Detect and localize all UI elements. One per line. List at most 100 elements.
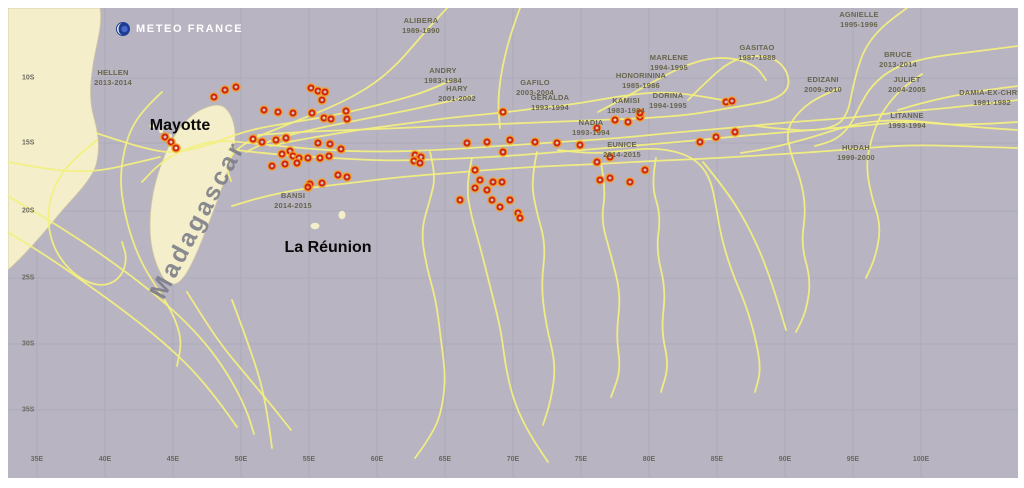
latitude-tick-label: 10S (22, 74, 35, 82)
cyclone-track (557, 147, 761, 393)
latitude-tick-label: 20S (22, 207, 35, 215)
storm-position-marker (499, 108, 507, 116)
storm-position-marker (326, 140, 334, 148)
cyclone-label-gasitao: GASITAO 1987-1988 (738, 43, 776, 63)
meteo-france-logo-text: METEO FRANCE (136, 23, 244, 35)
cyclone-label-bruce: BRUCE 2013-2014 (879, 50, 917, 70)
cyclone-years: 2001-2002 (438, 93, 476, 103)
storm-position-marker (307, 84, 315, 92)
longitude-tick-label: 90E (778, 456, 792, 463)
cyclone-name: HARY (446, 84, 468, 93)
storm-position-marker (258, 138, 266, 146)
storm-position-marker (506, 196, 514, 204)
cyclone-track (600, 162, 621, 398)
cyclone-label-bansi: BANSI 2014-2015 (274, 191, 312, 211)
storm-position-marker (731, 128, 739, 136)
cyclone-track (269, 91, 723, 147)
storm-position-marker (337, 145, 345, 153)
longitude-tick-label: 50E (234, 456, 248, 463)
storm-position-marker (553, 139, 561, 147)
storm-position-marker (624, 118, 632, 126)
storm-position-marker (641, 166, 649, 174)
cyclone-track (186, 291, 292, 431)
mayotte-label: Mayotte (149, 117, 211, 134)
cyclone-years: 1981-1982 (973, 97, 1011, 107)
storm-position-marker (488, 196, 496, 204)
cyclone-track (740, 119, 1018, 154)
cyclone-label-damia-ex-chris: DAMIA-EX-CHRIS1981-1982 (959, 88, 1018, 108)
storm-position-marker (496, 203, 504, 211)
storm-position-marker (268, 162, 276, 170)
cyclone-years: 1983-1984 (607, 105, 645, 115)
cyclone-track-map: HELLEN 2013-2014 ALIBERA 1989-1990 ANDRY 1983… (8, 8, 1018, 478)
cyclone-name: EUNICE (607, 140, 637, 149)
storm-position-marker (308, 109, 316, 117)
cyclone-years: 1985-1986 (622, 80, 660, 90)
mauritius-island (338, 210, 346, 220)
storm-position-marker (463, 139, 471, 147)
storm-position-marker (289, 109, 297, 117)
cyclone-years: 1999-2000 (837, 152, 875, 162)
storm-position-marker (343, 115, 351, 123)
meteo-france-logo-icon (116, 22, 130, 36)
storm-position-marker (611, 116, 619, 124)
cyclone-name: NADIA (578, 118, 604, 127)
cyclone-track (231, 144, 1018, 207)
storm-position-marker (712, 133, 720, 141)
cyclone-label-kamisi: KAMISI 1983-1984 (607, 96, 645, 116)
cyclone-name: MARLENE (649, 53, 689, 62)
latitude-tick-label: 25S (22, 274, 35, 282)
cyclone-label-honorinina: HONORININA 1985-1986 (616, 71, 666, 91)
cyclone-name: DORINA (652, 91, 684, 100)
storm-position-marker (476, 176, 484, 184)
cyclone-years: 1993-1994 (531, 102, 569, 112)
storm-position-marker (210, 93, 218, 101)
comoros-islet (159, 129, 163, 133)
madagascar-island (149, 104, 236, 285)
cyclone-track (466, 157, 549, 463)
storm-position-marker (327, 115, 335, 123)
cyclone-track (786, 87, 841, 333)
longitude-tick-label: 60E (370, 456, 384, 463)
cyclone-label-agnielle: AGNIELLE 1995-1996 (839, 10, 879, 30)
cyclone-name: BANSI (280, 191, 306, 200)
longitude-tick-label: 45E (166, 456, 180, 463)
storm-position-marker (593, 158, 601, 166)
storm-position-marker (304, 183, 312, 191)
storm-position-marker (626, 178, 634, 186)
cyclone-name: HONORININA (615, 71, 667, 80)
storm-position-marker (249, 135, 257, 143)
cyclone-track (120, 91, 182, 367)
storm-position-marker (221, 86, 229, 94)
cyclone-name: JULIET (893, 75, 921, 84)
cyclone-track (497, 8, 521, 129)
storm-position-marker (342, 107, 350, 115)
storm-position-marker (304, 154, 312, 162)
cyclone-track (227, 121, 1018, 162)
la-reunion-label: La Réunion (284, 239, 372, 256)
cyclone-track (8, 195, 255, 435)
storm-position-marker (343, 173, 351, 181)
storm-position-marker (483, 138, 491, 146)
storm-position-marker (282, 134, 290, 142)
cyclone-track (95, 132, 215, 153)
cyclone-years: 1993-1994 (572, 127, 610, 137)
cyclone-years: 2014-2015 (274, 200, 312, 210)
cyclone-years: 2013-2014 (94, 77, 132, 87)
cyclone-track (213, 79, 453, 144)
longitude-tick-label: 75E (574, 456, 588, 463)
cyclone-years: 2009-2010 (804, 84, 842, 94)
storm-position-marker (596, 176, 604, 184)
storm-position-marker (316, 154, 324, 162)
map-base-svg (8, 8, 1018, 478)
cyclone-name: GASITAO (739, 43, 775, 52)
storm-position-marker (325, 152, 333, 160)
storm-position-marker (606, 174, 614, 182)
cyclone-track (47, 139, 127, 286)
longitude-tick-label: 40E (98, 456, 112, 463)
cyclone-years: 1993-1994 (888, 120, 926, 130)
cyclone-years: 1983-1984 (424, 75, 462, 85)
cyclone-track (414, 151, 446, 459)
cyclone-name: DAMIA-EX-CHRIS (959, 88, 1018, 97)
latitude-tick-label: 30S (22, 340, 35, 348)
